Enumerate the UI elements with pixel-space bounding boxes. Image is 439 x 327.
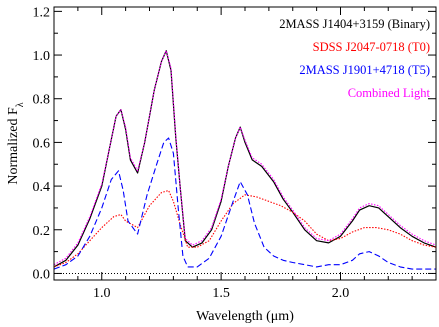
y-tick-label: 1.2 (33, 5, 51, 20)
y-tick-label: 0.2 (33, 224, 51, 239)
y-axis-label: Normalized Fλ (6, 102, 26, 184)
y-axis-label-main: Normalized F (6, 107, 21, 185)
y-tick-label: 1.0 (33, 49, 51, 64)
legend-entry-3: 2MASS J1901+4718 (T5) (299, 63, 430, 77)
series-layer (53, 50, 437, 270)
series-line-1 (53, 50, 437, 268)
y-tick-label: 0.4 (33, 180, 51, 195)
legend: 2MASS J1404+3159 (Binary) SDSS J2047-0718… (279, 17, 430, 100)
y-tick-label: 0.6 (33, 136, 51, 151)
legend-entry-2: SDSS J2047-0718 (T0) (313, 40, 430, 54)
ticks-layer: 1.0 1.5 2.0 0.0 0.2 0.4 0.6 0.8 1.0 1.2 (33, 5, 436, 301)
series-line-2 (53, 189, 437, 268)
y-axis-label-subscript: λ (15, 102, 26, 107)
x-tick-label: 1.0 (93, 286, 111, 301)
legend-entry-4: Combined Light (348, 86, 431, 100)
x-tick-label: 1.5 (212, 286, 230, 301)
legend-entry-1: 2MASS J1404+3159 (Binary) (279, 17, 430, 31)
series-line-4 (53, 50, 437, 266)
series-line-3 (53, 137, 436, 270)
y-tick-label: 0.0 (33, 267, 51, 282)
x-axis-label: Wavelength (μm) (196, 309, 294, 324)
x-tick-label: 2.0 (332, 286, 350, 301)
y-tick-label: 0.8 (33, 93, 51, 108)
